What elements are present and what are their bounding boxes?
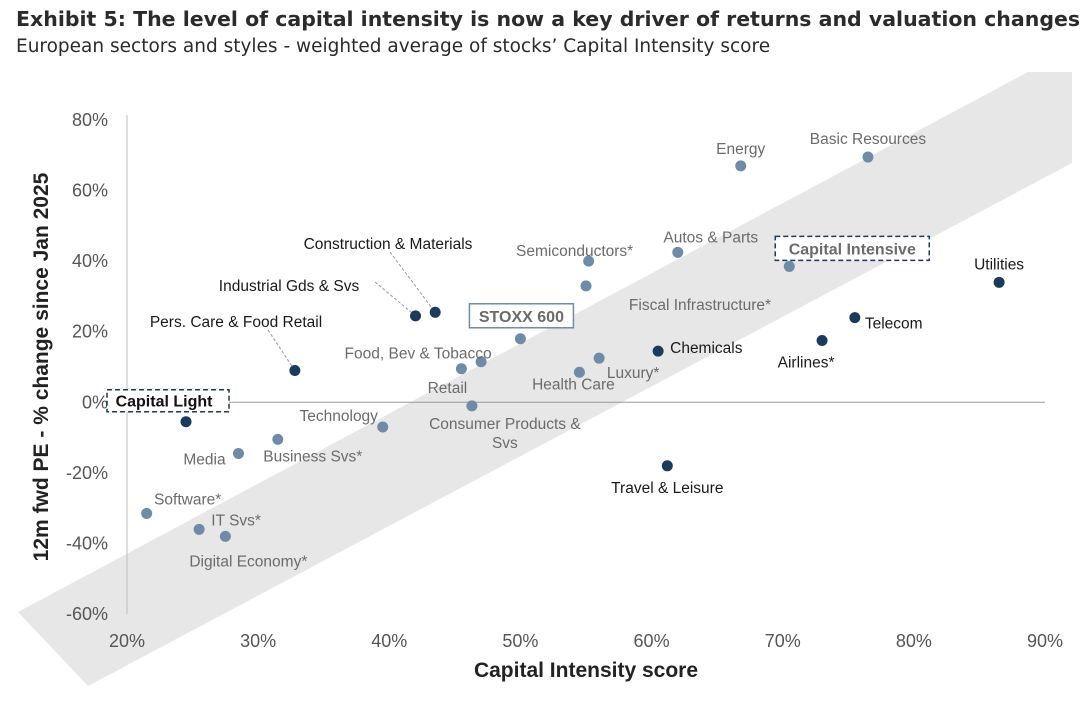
point-label: Digital Economy* — [189, 553, 307, 570]
data-points — [141, 151, 1005, 542]
point-label: Construction & Materials — [304, 236, 473, 253]
data-point — [661, 460, 673, 472]
data-point — [180, 416, 192, 428]
point-label: Basic Resources — [810, 131, 927, 148]
data-point — [583, 255, 595, 267]
y-tick-label: -20% — [66, 463, 108, 483]
point-label: IT Svs* — [211, 512, 261, 529]
data-point — [816, 335, 828, 347]
label-box — [774, 235, 931, 262]
data-point — [862, 151, 874, 163]
x-tick-label: 80% — [896, 631, 932, 651]
point-label: Energy — [716, 141, 765, 158]
data-point — [514, 333, 526, 345]
data-point — [219, 530, 231, 542]
y-tick-label: -40% — [66, 533, 108, 553]
data-point — [193, 523, 205, 535]
trend-band — [18, 72, 1072, 686]
x-tick-label: 20% — [109, 631, 145, 651]
y-tick-label: 40% — [72, 251, 108, 271]
chart-title: Exhibit 5: The level of capital intensit… — [16, 7, 1080, 31]
point-labels: Capital Light Pers. Care & Food Retail Ind… — [106, 131, 1024, 570]
data-point — [410, 310, 422, 322]
data-point — [652, 345, 664, 357]
y-tick-label: 20% — [72, 322, 108, 342]
x-tick-label: 40% — [371, 631, 407, 651]
data-point — [429, 306, 441, 318]
point-label: Capital Intensive — [789, 241, 916, 258]
leader-line — [389, 251, 436, 313]
data-point — [475, 356, 487, 368]
point-label: Fiscal Infrastructure* — [629, 297, 771, 314]
point-label: Chemicals — [670, 340, 743, 357]
point-label: STOXX 600 — [479, 309, 564, 326]
y-tick-label: 60% — [72, 181, 108, 201]
point-label: Autos & Parts — [663, 229, 758, 246]
point-label: Utilities — [974, 256, 1024, 273]
point-label: Semiconductors* — [516, 243, 633, 260]
point-label: Consumer Products & Svs — [429, 416, 581, 452]
data-point — [377, 421, 389, 433]
leader-lines — [267, 251, 436, 371]
data-point — [141, 507, 153, 519]
data-point — [593, 352, 605, 364]
data-point — [735, 160, 747, 172]
data-point — [466, 400, 478, 412]
chart-subtitle: European sectors and styles - weighted a… — [16, 36, 771, 57]
axes: 20% 30% 40% 50% 60% 70% 80% 90% 80% 60% 40% 20% 0% -2… — [66, 110, 1063, 651]
point-label: Food, Bev & Tobacco — [345, 346, 492, 363]
data-point — [849, 312, 861, 324]
data-point — [289, 365, 301, 377]
data-point — [232, 447, 244, 459]
x-tick-label: 90% — [1027, 631, 1063, 651]
point-label: Industrial Gds & Svs — [219, 278, 360, 295]
y-axis-title: 12m fwd PE - % change since Jan 2025 — [30, 172, 53, 561]
point-label: Software* — [154, 491, 221, 508]
data-point — [580, 280, 592, 292]
point-label: Airlines* — [778, 355, 835, 372]
point-label: Health Care — [532, 376, 615, 393]
y-tick-label: 80% — [72, 110, 108, 130]
data-point — [672, 246, 684, 258]
data-point — [272, 433, 284, 445]
x-tick-label: 60% — [634, 631, 670, 651]
y-tick-label: -60% — [66, 604, 108, 624]
point-label: Pers. Care & Food Retail — [150, 314, 322, 331]
point-label: Technology — [300, 408, 379, 425]
point-label: Capital Light — [116, 394, 214, 411]
x-tick-label: 70% — [765, 631, 801, 651]
point-label: Retail — [428, 380, 468, 397]
point-label: Telecom — [865, 316, 923, 333]
label-box — [468, 303, 575, 329]
leader-line — [374, 281, 416, 317]
x-axis-title: Capital Intensity score — [474, 659, 698, 682]
leader-line — [267, 329, 296, 371]
data-point — [455, 363, 467, 375]
data-point — [573, 366, 585, 378]
data-point — [993, 276, 1005, 288]
data-point — [783, 260, 795, 272]
y-tick-label: 0% — [82, 392, 108, 412]
point-label: Business Svs* — [263, 448, 362, 465]
point-label: Media — [183, 451, 226, 468]
label-box — [106, 388, 230, 413]
point-label: Luxury* — [607, 365, 660, 382]
x-tick-label: 50% — [502, 631, 538, 651]
x-tick-label: 30% — [240, 631, 276, 651]
point-label: Travel & Leisure — [611, 480, 723, 497]
